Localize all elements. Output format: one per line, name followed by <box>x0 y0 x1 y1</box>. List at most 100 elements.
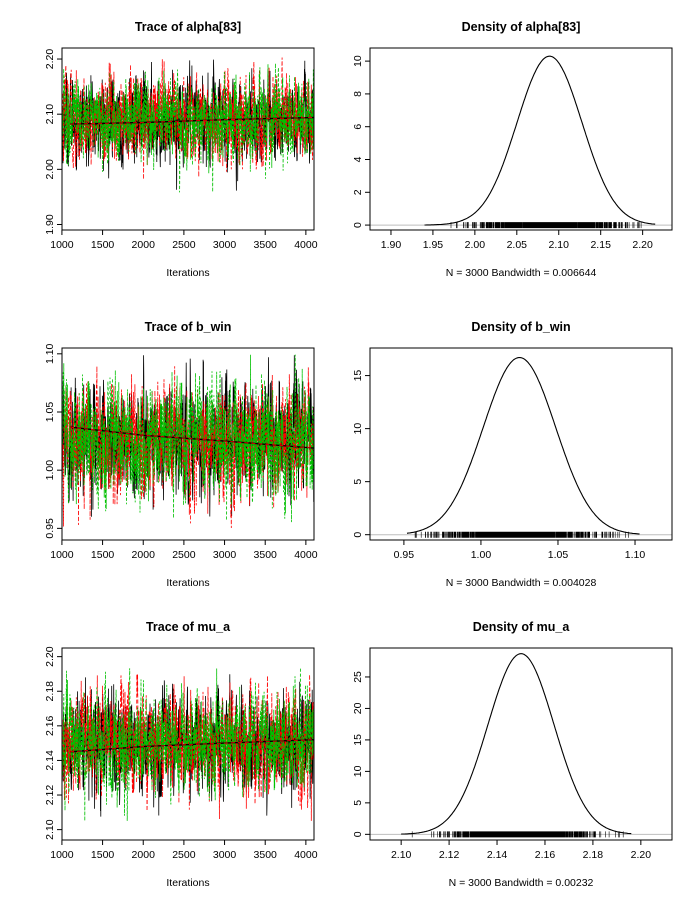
x-tick-label: 3500 <box>254 549 278 561</box>
x-tick-label: 2.16 <box>535 849 556 861</box>
y-tick-label: 2.18 <box>44 681 56 702</box>
x-tick-label: 2000 <box>132 549 156 561</box>
rug-marks <box>450 222 642 229</box>
x-tick-label: 2.05 <box>507 239 528 251</box>
panel-title: Trace of mu_a <box>146 620 231 634</box>
x-tick-label: 4000 <box>294 239 318 251</box>
y-tick-label: 0 <box>352 532 364 538</box>
x-tick-label: 4000 <box>294 849 318 861</box>
y-tick-label: 1.00 <box>44 460 56 481</box>
panel-density-5: Density of mu_a 2.10 2.12 2.14 2.16 2.18 2.20 0… <box>352 620 673 889</box>
y-tick-label: 1.05 <box>44 402 56 423</box>
rug-marks <box>414 531 629 538</box>
x-tick-label: 1000 <box>50 239 74 251</box>
x-tick-label: 2500 <box>172 549 196 561</box>
panel-density-1: Density of alpha[83] 1.90 1.95 2.00 2.05 2.10… <box>352 20 673 279</box>
x-tick-label: 3500 <box>254 239 278 251</box>
x-tick-label: 1.05 <box>548 549 569 561</box>
y-tick-label: 15 <box>352 734 364 746</box>
x-tick-label: 2500 <box>172 239 196 251</box>
panel-title: Trace of b_win <box>145 320 232 334</box>
panel-trace-0: Trace of alpha[83] 1000 1500 2000 2500 3000 35… <box>44 20 318 279</box>
panel-title: Density of mu_a <box>473 620 571 634</box>
panel-trace-2: Trace of b_win 1000 1500 2000 2500 3000 3500 40… <box>44 320 318 589</box>
x-axis-label: Iterations <box>166 577 209 589</box>
x-axis-label: Iterations <box>166 267 209 279</box>
panel-density-3: Density of b_win 0.95 1.00 1.05 1.10 0 5 10 15 N … <box>352 320 673 589</box>
plot-frame <box>369 47 673 231</box>
y-tick-label: 0 <box>352 831 364 837</box>
y-tick-label: 2.10 <box>44 104 56 125</box>
x-tick-label: 2.20 <box>632 239 653 251</box>
x-tick-label: 1500 <box>91 549 115 561</box>
plot-frame <box>61 47 315 231</box>
x-tick-label: 2.15 <box>590 239 611 251</box>
y-tick-label: 10 <box>352 765 364 777</box>
trace-series-2 <box>62 354 314 523</box>
x-axis-label: Iterations <box>166 877 209 889</box>
density-curve <box>424 55 656 226</box>
x-tick-label: 1000 <box>50 849 74 861</box>
panel-title: Density of b_win <box>471 320 570 334</box>
panel-title: Trace of alpha[83] <box>135 20 241 34</box>
y-tick-label: 2 <box>352 189 364 195</box>
y-tick-label: 10 <box>352 423 364 435</box>
x-tick-label: 2.10 <box>391 849 412 861</box>
trace-series-2 <box>62 63 314 193</box>
x-axis-label: N = 3000 Bandwidth = 0.006644 <box>446 267 597 279</box>
x-tick-label: 2.18 <box>583 849 604 861</box>
rug-marks <box>411 831 624 838</box>
x-tick-label: 2000 <box>132 239 156 251</box>
y-tick-label: 10 <box>352 55 364 67</box>
y-tick-label: 2.16 <box>44 715 56 736</box>
trace-series-1 <box>62 673 314 821</box>
density-curve <box>406 357 640 535</box>
x-tick-label: 1.00 <box>471 549 492 561</box>
y-tick-label: 1.90 <box>44 214 56 235</box>
x-tick-label: 2.12 <box>439 849 460 861</box>
y-tick-label: 1.10 <box>44 343 56 364</box>
y-tick-label: 0 <box>352 222 364 228</box>
x-axis-label: N = 3000 Bandwidth = 0.004028 <box>446 577 597 589</box>
y-tick-label: 2.00 <box>44 159 56 180</box>
y-tick-label: 5 <box>352 800 364 806</box>
density-curve <box>401 653 632 835</box>
x-tick-label: 3500 <box>254 849 278 861</box>
plot-frame <box>61 647 315 841</box>
x-tick-label: 4000 <box>294 549 318 561</box>
trace-series-2 <box>62 667 314 821</box>
plot-frame <box>369 347 673 541</box>
x-axis-label: N = 3000 Bandwidth = 0.00232 <box>449 877 594 889</box>
y-tick-label: 4 <box>352 156 364 162</box>
y-tick-label: 2.20 <box>44 646 56 667</box>
x-tick-label: 3000 <box>213 549 237 561</box>
x-tick-label: 1500 <box>91 849 115 861</box>
y-tick-label: 20 <box>352 702 364 714</box>
smooth-line-red <box>70 739 314 753</box>
plot-frame <box>61 347 315 541</box>
y-tick-label: 2.12 <box>44 785 56 806</box>
y-tick-label: 2.14 <box>44 750 56 771</box>
x-tick-label: 1.10 <box>625 549 646 561</box>
x-tick-label: 3000 <box>213 239 237 251</box>
plot-frame <box>369 647 673 841</box>
y-tick-label: 6 <box>352 124 364 130</box>
y-tick-label: 25 <box>352 671 364 683</box>
x-tick-label: 2.14 <box>487 849 508 861</box>
panel-title: Density of alpha[83] <box>462 20 581 34</box>
x-tick-label: 2.00 <box>465 239 486 251</box>
panel-trace-4: Trace of mu_a 1000 1500 2000 2500 3000 3500 400… <box>44 620 318 889</box>
smooth-line-red <box>70 117 314 125</box>
y-tick-label: 2.10 <box>44 819 56 840</box>
x-tick-label: 2500 <box>172 849 196 861</box>
y-tick-label: 15 <box>352 370 364 382</box>
x-tick-label: 2.20 <box>631 849 652 861</box>
x-tick-label: 2.10 <box>549 239 570 251</box>
smooth-line-red <box>70 426 314 449</box>
x-tick-label: 1000 <box>50 549 74 561</box>
x-tick-label: 3000 <box>213 849 237 861</box>
y-tick-label: 8 <box>352 91 364 97</box>
x-tick-label: 2000 <box>132 849 156 861</box>
x-tick-label: 1.95 <box>423 239 444 251</box>
